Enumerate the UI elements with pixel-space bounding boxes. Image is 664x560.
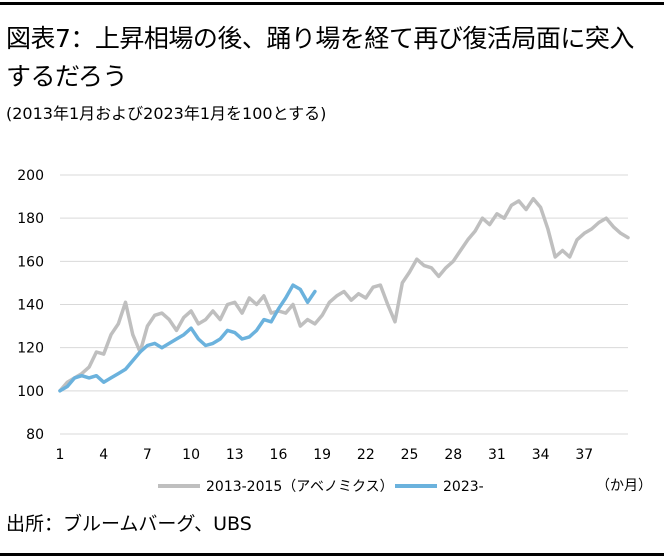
- x-tick-label: 4: [99, 447, 108, 463]
- source-note: 出所：ブルームバーグ、UBS: [6, 513, 252, 535]
- legend-label: 2013-2015（アベノミクス）: [206, 479, 394, 495]
- y-tick-label: 200: [17, 168, 44, 184]
- series-lines: [58, 196, 630, 393]
- y-tick-label: 120: [17, 341, 44, 357]
- x-tick-label: 22: [357, 447, 375, 463]
- bottom-rule: [0, 553, 664, 556]
- x-axis-ticks: 1 4 7 10 13 16 19 22 25 28 31 34 37: [56, 447, 594, 463]
- legend-label: 2023-: [443, 479, 484, 495]
- x-tick-label: 37: [575, 447, 593, 463]
- y-tick-label: 180: [17, 211, 44, 227]
- legend: 2013-2015（アベノミクス） 2023-: [158, 479, 484, 495]
- x-axis-unit-label: （か月）: [596, 478, 652, 494]
- x-tick-label: 31: [488, 447, 506, 463]
- x-tick-label: 16: [270, 447, 288, 463]
- top-rule: [0, 2, 664, 5]
- line-chart: 80 100 120 140 160 180 200 1 4 7 10 13 16 19 22 25 28 31…: [17, 168, 652, 495]
- chart-title: 図表7：上昇相場の後、踊り場を経て再び復活局面に突入するだろう: [6, 24, 634, 91]
- x-tick-label: 19: [313, 447, 331, 463]
- series-line-2013-2015: [58, 196, 630, 393]
- x-tick-label: 1: [56, 447, 65, 463]
- y-tick-label: 140: [17, 298, 44, 314]
- x-tick-label: 7: [143, 447, 152, 463]
- series-line-2023: [58, 283, 317, 393]
- y-tick-label: 100: [17, 384, 44, 400]
- grid-lines: [60, 174, 628, 435]
- chart-subtitle: (2013年1月および2023年1月を100とする): [6, 104, 327, 123]
- x-tick-label: 25: [401, 447, 419, 463]
- y-axis-ticks: 80 100 120 140 160 180 200: [17, 168, 44, 443]
- y-tick-label: 160: [17, 254, 44, 270]
- x-tick-label: 10: [182, 447, 200, 463]
- x-tick-label: 13: [226, 447, 244, 463]
- x-tick-label: 28: [444, 447, 462, 463]
- y-tick-label: 80: [26, 427, 44, 443]
- x-tick-label: 34: [532, 447, 550, 463]
